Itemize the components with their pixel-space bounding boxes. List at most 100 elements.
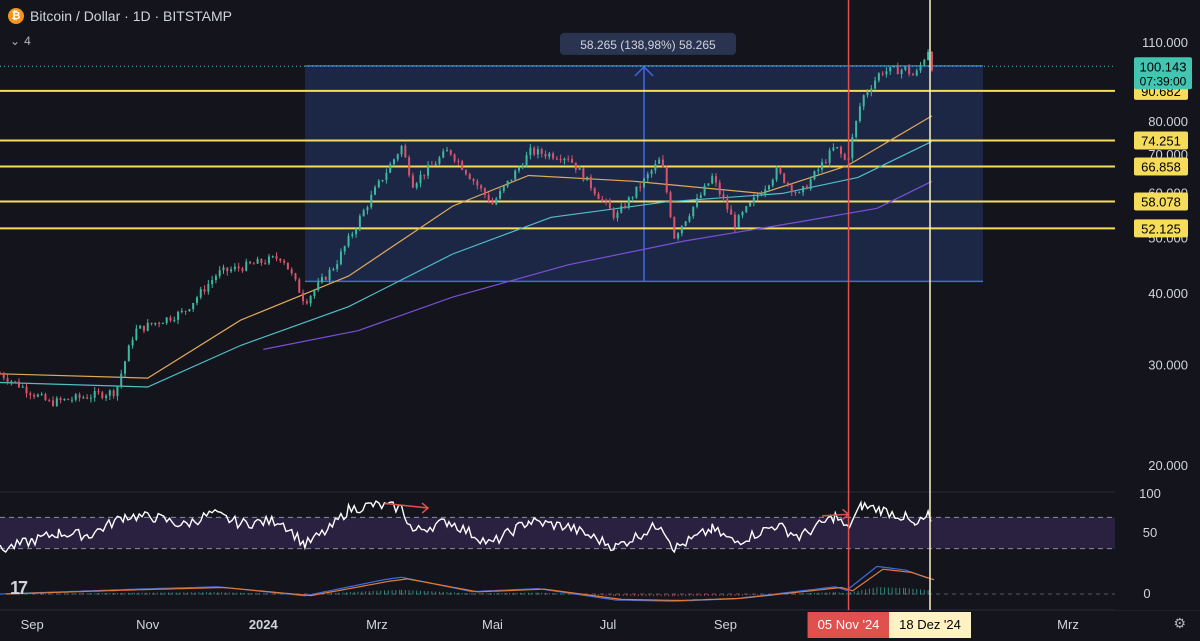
candle-body	[78, 394, 81, 398]
macd-histogram-bar	[255, 593, 257, 595]
candle-body	[290, 269, 293, 274]
candle-body	[737, 215, 740, 228]
macd-histogram-bar	[618, 594, 620, 597]
candle-body	[423, 174, 426, 176]
candle-body	[21, 386, 24, 388]
candle-body	[461, 161, 464, 170]
macd-histogram-bar	[849, 592, 851, 595]
macd-histogram-bar	[399, 589, 401, 595]
candle-body	[730, 209, 733, 215]
macd-histogram-bar	[109, 593, 111, 595]
macd-histogram-bar	[741, 594, 743, 596]
macd-histogram-bar	[556, 593, 558, 595]
candle-body	[858, 106, 861, 121]
candle-body	[597, 194, 600, 200]
candle-body	[374, 187, 377, 195]
candle-body	[714, 176, 717, 183]
macd-histogram-bar	[404, 589, 406, 595]
candle-body	[658, 159, 661, 164]
macd-histogram-bar	[446, 592, 448, 595]
price-axis-tick: 110.000	[1142, 35, 1188, 50]
macd-histogram-bar	[156, 592, 158, 595]
candle-body	[601, 199, 604, 201]
candle-body	[44, 394, 47, 401]
candle-body	[260, 259, 263, 263]
macd-histogram-bar	[685, 594, 687, 597]
macd-histogram-bar	[927, 590, 929, 595]
macd-histogram-bar	[560, 593, 562, 595]
macd-histogram-bar	[90, 593, 92, 595]
macd-histogram-bar	[101, 593, 103, 595]
macd-histogram-bar	[454, 592, 456, 595]
candle-body	[502, 186, 505, 192]
candle-body	[127, 345, 130, 362]
candle-body	[904, 66, 907, 70]
macd-histogram-bar	[86, 593, 88, 595]
candle-body	[870, 88, 873, 93]
candle-body	[294, 273, 297, 280]
event-date-tag-bg	[807, 612, 890, 638]
macd-histogram-bar	[626, 594, 628, 597]
support-level-tag: 58.078	[1141, 194, 1181, 209]
macd-histogram-bar	[902, 587, 904, 595]
macd-histogram-bar	[266, 593, 268, 595]
candle-body	[446, 150, 449, 152]
macd-histogram-bar	[637, 594, 639, 597]
macd-histogram-bar	[228, 592, 230, 595]
candle-body	[703, 185, 706, 196]
candle-body	[184, 310, 187, 312]
macd-histogram-bar	[450, 592, 452, 595]
macd-histogram-bar	[652, 594, 654, 597]
macd-histogram-bar	[438, 591, 440, 595]
candle-body	[366, 207, 369, 211]
time-axis-tick: 2024	[249, 617, 279, 632]
macd-histogram-bar	[202, 592, 204, 595]
candle-body	[900, 69, 903, 75]
candle-body	[86, 397, 89, 399]
candle-body	[514, 170, 517, 180]
candle-body	[578, 168, 581, 170]
support-level-tag-bg	[1134, 157, 1188, 176]
macd-histogram-bar	[923, 589, 925, 595]
macd-histogram-bar	[427, 591, 429, 595]
candle-body	[309, 296, 312, 304]
candle-body	[180, 310, 183, 313]
candle-body	[817, 169, 820, 172]
macd-histogram-bar	[493, 593, 495, 595]
candle-body	[271, 256, 274, 258]
candle-body	[798, 192, 801, 194]
macd-histogram-bar	[825, 592, 827, 595]
macd-histogram-bar	[342, 592, 344, 595]
tradingview-logo[interactable]: 17	[10, 578, 28, 598]
time-axis-tick: Jul	[600, 617, 617, 632]
macd-histogram-bar	[361, 591, 363, 595]
macd-histogram-bar	[649, 594, 651, 597]
candle-body	[161, 323, 164, 325]
candle-body	[415, 183, 418, 188]
symbol-title[interactable]: Bitcoin / Dollar · 1D · BITSTAMP	[30, 8, 233, 24]
macd-histogram-bar	[891, 587, 893, 595]
candle-body	[328, 269, 331, 280]
macd-histogram-bar	[501, 593, 503, 595]
candle-body	[696, 197, 699, 207]
macd-histogram-bar	[323, 593, 325, 595]
candle-body	[298, 279, 301, 293]
macd-histogram-bar	[832, 592, 834, 595]
gear-icon[interactable]: ⚙	[1173, 615, 1186, 631]
candle-body	[245, 261, 248, 271]
candle-body	[105, 395, 108, 398]
candle-body	[283, 260, 286, 263]
macd-histogram-bar	[120, 592, 122, 595]
price-axis-tick: 30.000	[1148, 357, 1188, 372]
macd-histogram-bar	[401, 589, 403, 595]
candle-body	[108, 390, 111, 396]
macd-histogram-bar	[412, 590, 414, 595]
indicators-toggle[interactable]: ⌄ 4	[10, 34, 31, 48]
macd-histogram-bar	[461, 592, 463, 595]
price-axis[interactable]	[1115, 0, 1200, 610]
candle-body	[14, 381, 17, 383]
candle-body	[885, 71, 888, 75]
macd-histogram-bar	[810, 592, 812, 595]
candle-body	[442, 151, 445, 158]
